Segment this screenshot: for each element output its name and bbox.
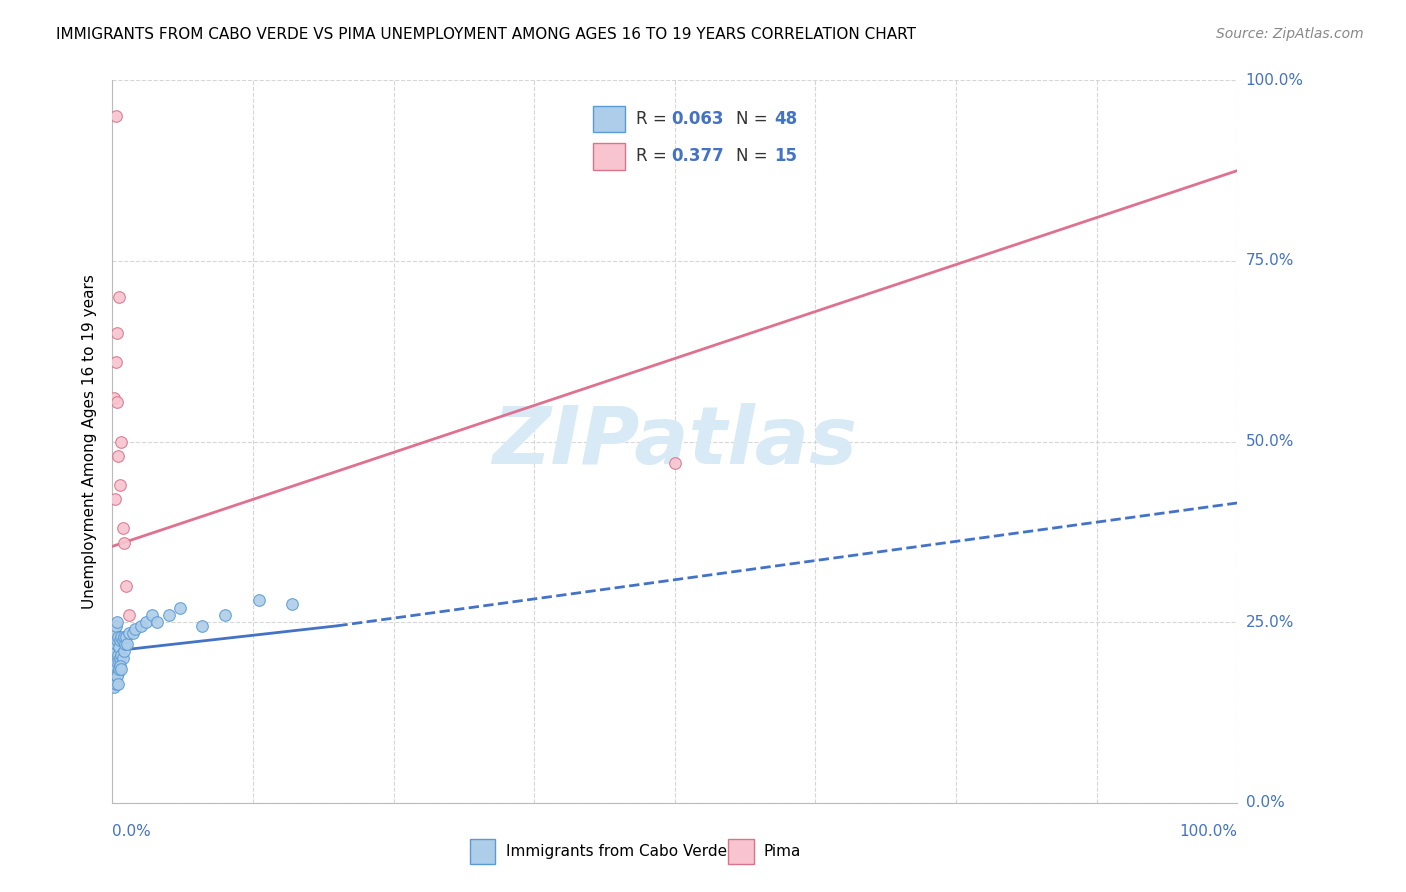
Point [105,394,128,409]
Point [107,630,129,644]
Text: Pima: Pima [763,845,801,859]
Point [124,623,146,637]
Point [104,492,127,507]
Point [104,619,127,633]
Text: ZIPatlas: ZIPatlas [492,402,858,481]
Text: 0.0%: 0.0% [1246,796,1284,810]
Point [104,110,127,124]
Point [110,633,132,648]
Point [214,607,236,622]
Text: 25.0%: 25.0% [1246,615,1294,630]
Point [247,593,270,607]
Point [104,644,127,658]
Text: 75.0%: 75.0% [1246,253,1294,268]
Point [191,619,214,633]
Point [664,456,686,470]
Point [115,579,138,593]
Point [281,597,304,611]
Point [135,615,157,630]
Point [115,630,138,644]
Point [103,680,125,694]
Point [105,633,128,648]
Point [104,626,127,640]
Point [111,633,134,648]
Text: Source: ZipAtlas.com: Source: ZipAtlas.com [1216,27,1364,41]
Point [157,607,180,622]
Point [118,626,141,640]
Point [107,676,129,690]
Point [103,391,125,405]
Point [104,355,127,369]
Text: 50.0%: 50.0% [1246,434,1294,449]
Point [114,637,136,651]
Point [110,651,132,665]
Point [115,637,138,651]
Point [129,619,152,633]
Point [103,662,125,676]
Point [105,326,128,340]
Point [169,600,191,615]
Y-axis label: Unemployment Among Ages 16 to 19 years: Unemployment Among Ages 16 to 19 years [82,274,97,609]
Point [110,478,132,492]
Point [121,626,143,640]
Point [112,644,135,658]
Point [110,434,132,449]
Point [107,665,129,680]
Point [104,665,127,680]
Point [104,637,127,651]
Point [107,449,129,463]
Point [146,615,169,630]
Point [104,673,127,687]
Point [112,535,135,549]
Point [110,662,132,676]
Point [105,655,128,669]
Point [108,662,131,676]
Point [111,521,134,535]
FancyBboxPatch shape [728,839,754,864]
FancyBboxPatch shape [470,839,495,864]
Point [105,669,128,683]
Point [108,655,131,669]
Text: Immigrants from Cabo Verde: Immigrants from Cabo Verde [506,845,727,859]
Text: 100.0%: 100.0% [1180,824,1237,839]
Text: 0.0%: 0.0% [112,824,152,839]
Point [110,658,132,673]
Text: 100.0%: 100.0% [1246,73,1303,87]
Text: IMMIGRANTS FROM CABO VERDE VS PIMA UNEMPLOYMENT AMONG AGES 16 TO 19 YEARS CORREL: IMMIGRANTS FROM CABO VERDE VS PIMA UNEMP… [56,27,917,42]
Point [107,648,129,662]
Point [110,630,132,644]
Point [105,615,128,630]
Point [118,607,141,622]
Point [103,640,125,655]
Point [104,658,127,673]
Point [108,290,131,304]
Point [112,630,135,644]
Point [108,640,131,655]
Point [141,607,163,622]
Point [110,648,132,662]
Point [104,676,127,690]
Point [111,651,134,665]
